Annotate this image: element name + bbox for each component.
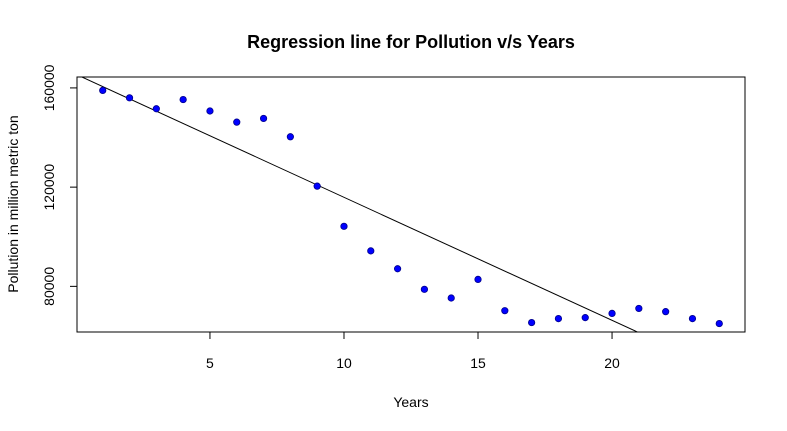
data-point — [393, 265, 402, 273]
data-point — [528, 318, 536, 327]
data-point — [152, 105, 160, 113]
data-point — [447, 294, 455, 302]
data-point — [635, 304, 643, 313]
data-point — [313, 182, 321, 190]
y-tick-label: 160000 — [41, 64, 57, 111]
data-point — [501, 307, 509, 315]
y-axis: 80000 120000 160000 — [41, 64, 77, 306]
data-point — [554, 315, 563, 323]
data-points — [99, 86, 723, 328]
x-axis-label: Years — [393, 394, 428, 410]
data-point — [125, 94, 134, 102]
data-point — [259, 114, 268, 123]
data-point — [608, 309, 616, 317]
data-point — [688, 315, 697, 323]
chart-title: Regression line for Pollution v/s Years — [247, 32, 575, 52]
plot-frame — [76, 76, 746, 333]
x-tick-label: 10 — [336, 355, 352, 371]
data-point — [420, 285, 429, 293]
y-tick-label: 120000 — [41, 164, 57, 211]
data-point — [179, 95, 187, 104]
data-point — [206, 107, 214, 115]
data-point — [286, 133, 294, 141]
y-axis-label: Pollution in million metric ton — [5, 115, 21, 292]
regression-line — [80, 77, 639, 332]
regression-line-group — [80, 77, 639, 332]
data-point — [474, 275, 482, 284]
data-point — [367, 247, 375, 255]
x-axis: 5 10 15 20 — [206, 332, 620, 371]
x-tick-label: 5 — [206, 355, 214, 371]
data-point — [99, 86, 107, 94]
x-tick-label: 20 — [604, 355, 620, 371]
x-tick-label: 15 — [470, 355, 486, 371]
data-point — [581, 314, 589, 322]
data-point — [233, 118, 241, 126]
data-point — [340, 222, 348, 230]
data-point — [715, 319, 723, 328]
data-point — [662, 308, 670, 316]
y-tick-label: 80000 — [41, 267, 57, 306]
